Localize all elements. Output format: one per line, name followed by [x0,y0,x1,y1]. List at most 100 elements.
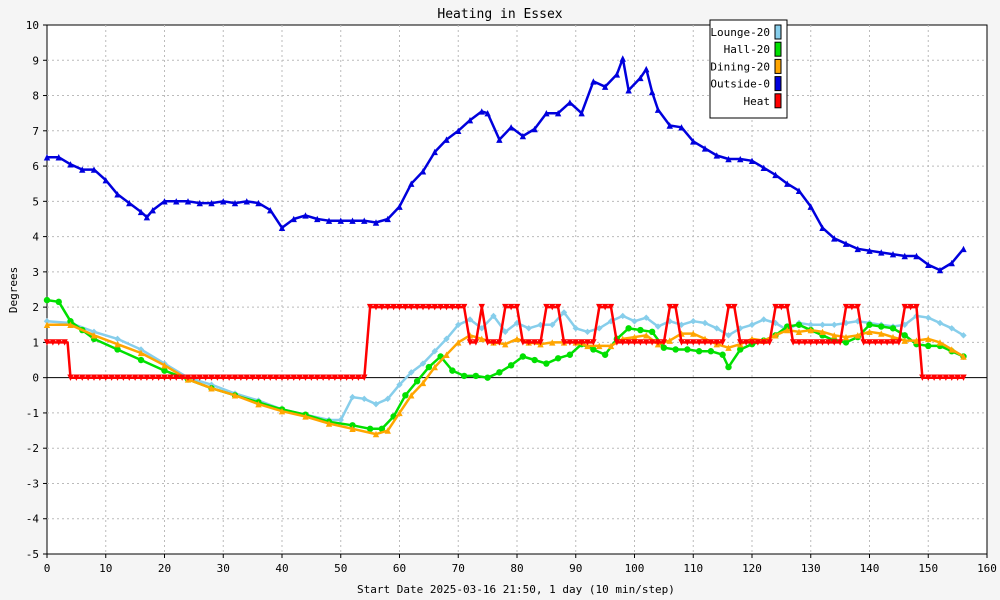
data-point [337,416,344,424]
data-point [578,109,585,117]
data-point [690,330,697,337]
data-point [860,339,867,346]
x-tick-label: 160 [977,562,997,575]
data-point [460,372,468,380]
data-point [537,339,544,346]
data-point [878,249,885,256]
data-point [737,339,744,346]
data-point [648,339,656,346]
data-point [466,117,474,124]
data-point [384,215,391,223]
data-point [925,314,932,321]
data-point [819,328,826,336]
data-point [466,316,474,323]
data-point [114,335,121,343]
data-point [496,136,503,143]
data-point [596,325,603,332]
data-point [507,124,515,131]
data-point [831,235,838,242]
axes: 0 10 20 30 40 50 60 70 80 90 100 110 120 130 140 150 160… [26,19,997,575]
data-point [954,374,961,381]
data-point [695,339,703,346]
data-point [713,325,720,332]
data-point [854,332,861,339]
data-point [643,314,650,321]
data-point [208,374,215,381]
data-point [889,251,897,258]
data-point [648,88,656,96]
data-point [549,321,556,328]
data-point [443,136,450,143]
data-point [155,374,162,381]
data-point [772,332,779,339]
data-point [378,425,386,433]
data-point [531,125,538,133]
legend-label: Lounge-20 [710,26,770,39]
x-tick-label: 30 [217,562,230,575]
data-point [831,332,838,339]
data-point [90,166,98,173]
data-point [942,374,950,381]
data-point [930,374,938,381]
data-point [67,318,74,325]
data-point [302,374,309,381]
data-point [678,124,685,131]
data-point [690,138,697,145]
data-point [490,312,497,320]
data-point [161,367,168,374]
data-point [807,203,814,210]
data-point [831,339,838,346]
series-layer [43,55,967,438]
data-point [161,374,168,381]
data-point [725,155,732,163]
data-point [319,374,327,381]
data-point [55,298,62,306]
data-point [678,339,685,346]
data-point [137,346,145,353]
data-point [131,374,139,381]
data-point [601,83,609,90]
data-point [337,374,344,381]
data-point [296,374,303,381]
data-point [425,363,433,371]
data-point [231,392,239,399]
data-point [237,374,245,381]
data-point [396,381,403,388]
data-point [572,339,579,346]
data-point [502,303,509,311]
data-point [554,355,562,362]
data-point [519,132,527,140]
data-point [366,303,374,311]
data-point [114,191,121,198]
data-point [173,198,180,205]
data-point [748,157,756,164]
data-point [455,339,462,346]
data-point [901,252,908,260]
data-point [795,328,803,336]
data-point [701,319,709,327]
data-point [126,374,133,381]
data-point [243,374,250,381]
legend-label: Dining-20 [710,60,770,73]
data-point [90,332,98,339]
legend: Lounge-20 Hall-20 Dining-20 Outside-0 Heat [709,19,788,119]
data-point [314,374,321,381]
data-point [361,374,368,381]
data-point [607,342,615,350]
data-point [925,335,932,343]
legend-swatch [774,24,782,40]
chart-title: Heating in Essex [437,7,562,22]
data-point [443,303,450,311]
data-point [519,339,527,346]
data-point [854,303,861,311]
data-point [613,339,621,346]
data-point [190,374,198,381]
data-point [372,303,380,311]
data-point [936,374,944,381]
legend-swatch [774,93,782,109]
data-point [784,323,791,330]
data-point [490,339,497,346]
legend-label: Hall-20 [724,43,770,56]
data-point [278,407,286,415]
data-point [431,348,438,355]
